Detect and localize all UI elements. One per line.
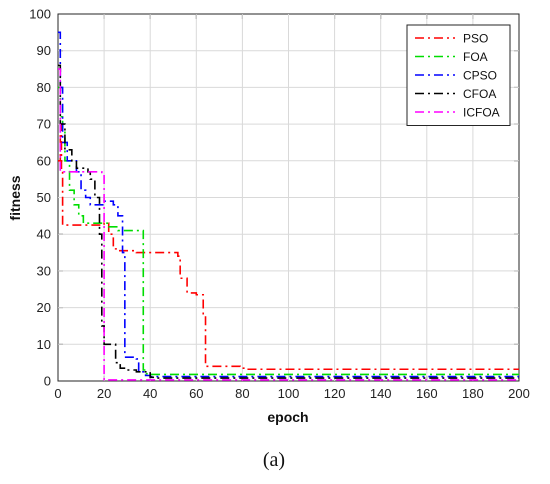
y-tick-label: 50 — [37, 190, 51, 205]
y-tick-label: 80 — [37, 80, 51, 95]
x-tick-label: 140 — [370, 386, 392, 401]
y-tick-label: 20 — [37, 300, 51, 315]
y-axis-label: fitness — [7, 175, 23, 220]
legend-label-pso: PSO — [463, 32, 488, 46]
x-tick-label: 120 — [324, 386, 346, 401]
legend-label-foa: FOA — [463, 50, 488, 64]
series-line-cpso — [58, 31, 519, 378]
x-tick-label: 200 — [508, 386, 530, 401]
y-tick-label: 70 — [37, 117, 51, 132]
series-line-foa — [58, 86, 519, 376]
legend-label-icfoa: ICFOA — [463, 106, 500, 120]
y-tick-label: 60 — [37, 153, 51, 168]
y-tick-label: 10 — [37, 337, 51, 352]
y-tick-label: 0 — [44, 374, 51, 389]
legend: PSO FOA CPSO CFOA ICFOA — [406, 24, 511, 126]
y-tick-label: 30 — [37, 263, 51, 278]
series-line-cfoa — [58, 64, 519, 379]
x-tick-label: 0 — [54, 386, 61, 401]
series-line-icfoa — [58, 68, 519, 381]
y-tick-label: 40 — [37, 227, 51, 242]
x-tick-label: 180 — [462, 386, 484, 401]
x-tick-label: 160 — [416, 386, 438, 401]
figure-caption: (a) — [263, 449, 285, 471]
x-tick-label: 60 — [189, 386, 203, 401]
legend-label-cpso: CPSO — [463, 69, 497, 83]
series-group — [58, 31, 519, 381]
tick-labels: 0 20 40 60 80 100 120 140 160 180 200 0 10 20 30 40 50 60… — [29, 7, 530, 402]
x-tick-label: 80 — [235, 386, 249, 401]
legend-box — [406, 24, 511, 126]
series-line-pso — [58, 123, 519, 371]
y-tick-label: 100 — [29, 7, 51, 22]
legend-label-cfoa: CFOA — [463, 87, 496, 101]
x-tick-label: 20 — [97, 386, 111, 401]
x-tick-label: 100 — [278, 386, 300, 401]
y-tick-label: 90 — [37, 43, 51, 58]
x-tick-label: 40 — [143, 386, 157, 401]
x-axis-label: epoch — [267, 409, 308, 425]
